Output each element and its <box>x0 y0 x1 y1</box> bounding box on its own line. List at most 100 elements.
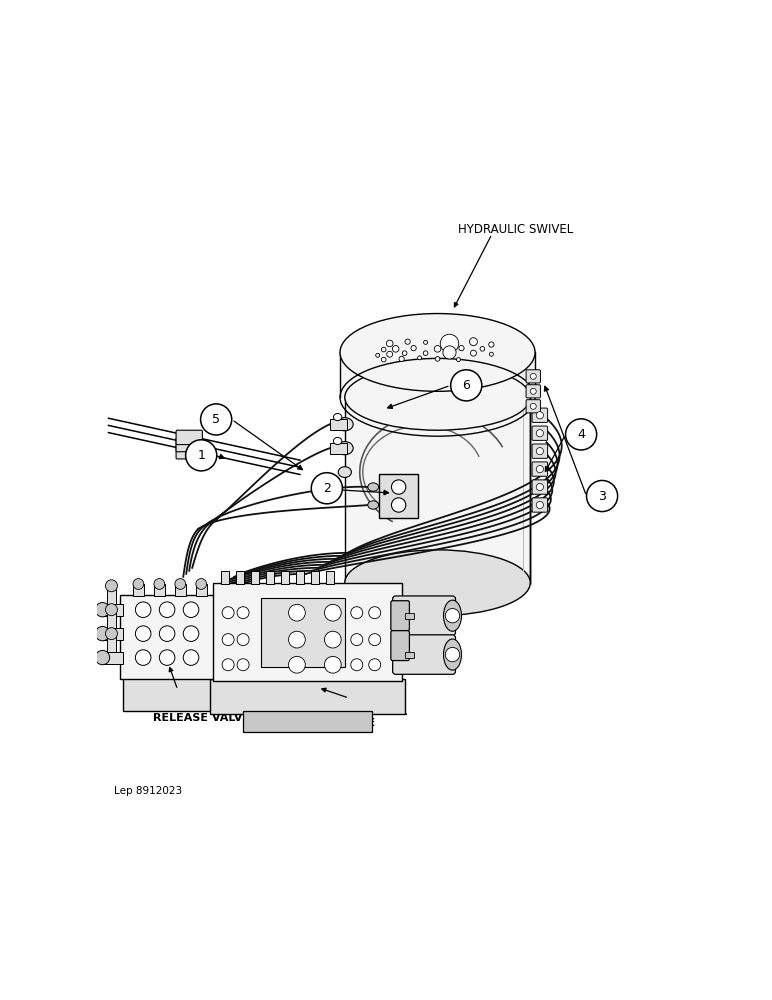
Circle shape <box>106 628 117 640</box>
Circle shape <box>175 579 185 589</box>
Circle shape <box>386 340 393 347</box>
Circle shape <box>222 607 234 619</box>
Bar <box>133 584 144 596</box>
Text: 2: 2 <box>323 482 330 495</box>
Text: DRIVE CONTROL
VALVE: DRIVE CONTROL VALVE <box>306 707 408 728</box>
Circle shape <box>423 351 428 355</box>
FancyBboxPatch shape <box>532 426 547 440</box>
FancyBboxPatch shape <box>532 462 547 476</box>
Circle shape <box>391 498 406 512</box>
Circle shape <box>222 634 234 646</box>
FancyBboxPatch shape <box>176 430 202 445</box>
Circle shape <box>530 388 537 394</box>
Circle shape <box>411 345 416 351</box>
Circle shape <box>489 342 494 347</box>
Text: 1: 1 <box>198 449 205 462</box>
Ellipse shape <box>444 600 462 631</box>
Circle shape <box>159 626 175 641</box>
Text: 5: 5 <box>212 413 220 426</box>
Circle shape <box>324 656 341 673</box>
Bar <box>243 711 372 732</box>
Circle shape <box>469 338 477 346</box>
Bar <box>213 583 401 681</box>
Bar <box>310 571 319 584</box>
Bar <box>175 584 185 596</box>
Ellipse shape <box>367 501 378 509</box>
Circle shape <box>237 607 249 619</box>
Circle shape <box>480 347 485 351</box>
Bar <box>379 474 418 518</box>
Circle shape <box>381 357 386 362</box>
Circle shape <box>350 659 363 671</box>
Text: BRAKE
RELEASE VALVE: BRAKE RELEASE VALVE <box>154 701 250 723</box>
FancyBboxPatch shape <box>532 480 547 494</box>
Ellipse shape <box>345 550 530 616</box>
Circle shape <box>135 650 151 665</box>
Circle shape <box>435 357 440 361</box>
Circle shape <box>402 351 407 355</box>
Bar <box>103 652 124 664</box>
Circle shape <box>183 602 199 617</box>
Text: HYDRAULIC SWIVEL: HYDRAULIC SWIVEL <box>458 223 573 236</box>
Bar <box>103 604 124 616</box>
Bar <box>221 571 229 584</box>
Circle shape <box>405 339 410 344</box>
Circle shape <box>289 656 305 673</box>
FancyBboxPatch shape <box>532 498 547 512</box>
Circle shape <box>237 634 249 646</box>
Circle shape <box>289 631 305 648</box>
FancyBboxPatch shape <box>393 635 455 674</box>
Circle shape <box>154 579 164 589</box>
Bar <box>296 571 304 584</box>
Bar <box>120 595 219 679</box>
Circle shape <box>324 631 341 648</box>
Circle shape <box>443 346 456 359</box>
Ellipse shape <box>340 314 535 391</box>
Bar <box>261 598 345 667</box>
FancyBboxPatch shape <box>532 444 547 458</box>
Circle shape <box>391 480 406 494</box>
Bar <box>107 610 116 628</box>
Circle shape <box>566 419 597 450</box>
Circle shape <box>135 626 151 641</box>
Circle shape <box>434 346 441 352</box>
Bar <box>330 419 347 430</box>
FancyBboxPatch shape <box>526 385 540 398</box>
Polygon shape <box>345 397 530 583</box>
Ellipse shape <box>334 437 342 445</box>
Circle shape <box>530 373 537 379</box>
Circle shape <box>106 580 117 592</box>
Bar <box>124 676 216 711</box>
Circle shape <box>470 350 476 356</box>
Bar <box>281 571 290 584</box>
Circle shape <box>387 351 393 357</box>
Bar <box>107 586 116 604</box>
Ellipse shape <box>334 413 342 421</box>
Circle shape <box>95 603 110 617</box>
Circle shape <box>196 579 207 589</box>
Circle shape <box>183 650 199 665</box>
FancyBboxPatch shape <box>526 400 540 413</box>
Ellipse shape <box>345 364 530 430</box>
Circle shape <box>95 650 110 665</box>
FancyBboxPatch shape <box>391 601 409 631</box>
Ellipse shape <box>444 639 462 670</box>
Circle shape <box>587 480 618 512</box>
Circle shape <box>456 358 460 362</box>
Circle shape <box>537 448 543 455</box>
Circle shape <box>440 334 459 353</box>
Bar <box>405 613 414 619</box>
Circle shape <box>537 412 543 419</box>
Bar <box>103 628 124 640</box>
Text: 6: 6 <box>462 379 470 392</box>
Circle shape <box>95 626 110 641</box>
Circle shape <box>445 647 459 662</box>
Ellipse shape <box>337 442 353 455</box>
Circle shape <box>392 346 399 352</box>
Circle shape <box>133 579 144 589</box>
Circle shape <box>369 659 381 671</box>
Text: Lep 8912023: Lep 8912023 <box>114 786 182 796</box>
Circle shape <box>185 440 217 471</box>
Bar <box>251 571 259 584</box>
Ellipse shape <box>367 483 378 491</box>
